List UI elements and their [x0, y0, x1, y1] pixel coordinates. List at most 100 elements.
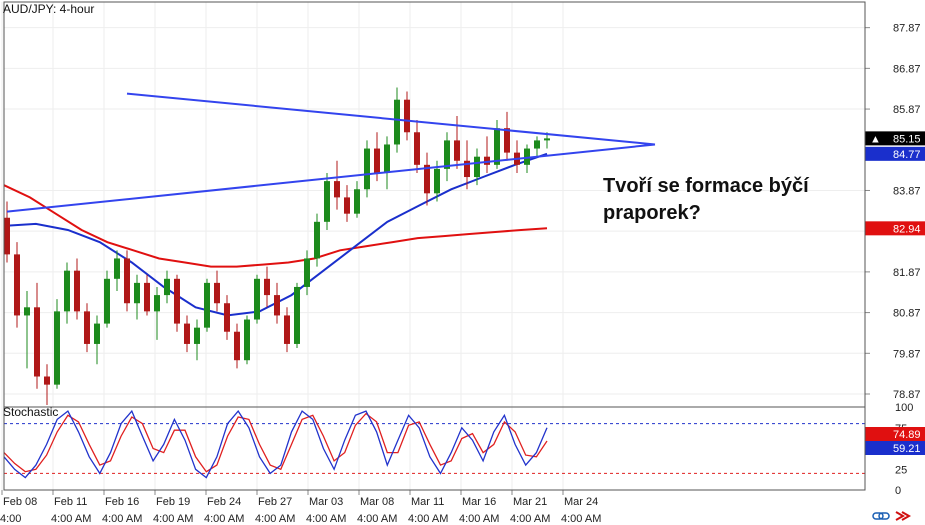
candle-body [434, 168, 440, 194]
candle-body [114, 258, 120, 279]
candle-body [354, 189, 360, 214]
candle-body [104, 278, 110, 324]
y-tick-label: 83.87 [893, 185, 921, 197]
candle-body [234, 331, 240, 361]
candle-body [164, 278, 170, 296]
x-date-label: Mar 16 [462, 496, 496, 508]
candle-body [524, 148, 530, 165]
grid [1, 2, 865, 490]
candle-body [4, 217, 10, 255]
candle-body [474, 156, 480, 178]
price-tag-value: 84.77 [893, 149, 921, 161]
candle-body [204, 282, 210, 328]
stochastic-d-line [3, 412, 548, 473]
x-date-label: Mar 21 [513, 496, 547, 508]
candle-body [304, 258, 310, 287]
annotation-text: Tvoří se formace býčí praporek? [603, 175, 809, 224]
candle-body [184, 323, 190, 344]
candle-body [174, 278, 180, 324]
x-date-label: Feb 19 [156, 496, 190, 508]
stochastic-panel [3, 406, 865, 479]
x-time-label: 4:00 AM [306, 513, 346, 525]
trendline [126, 92, 656, 146]
link-icon[interactable] [872, 512, 890, 520]
candle-body [294, 286, 300, 344]
candle-body [394, 99, 400, 145]
price-tag-value: 82.94 [893, 223, 921, 235]
candle-body [444, 140, 450, 169]
candle-body [224, 303, 230, 332]
x-time-label: 4:00 AM [459, 513, 499, 525]
x-date-label: Mar 24 [564, 496, 598, 508]
candle-body [484, 156, 490, 165]
candle-body [134, 282, 140, 304]
candle-body [44, 376, 50, 385]
candle-body [324, 181, 330, 222]
candle-body [84, 311, 90, 344]
stoch-tick-label: 100 [895, 402, 913, 414]
x-date-label: Mar 03 [309, 496, 343, 508]
stoch-tick-label: 25 [895, 464, 907, 476]
stoch-tick-label: 0 [895, 485, 901, 497]
stochastic-title: Stochastic [3, 405, 58, 419]
y-tick-label: 81.87 [893, 267, 921, 279]
candle-body [94, 323, 100, 344]
forward-icon[interactable] [895, 511, 912, 521]
frame [3, 1, 866, 491]
candle-body [374, 148, 380, 173]
time-axis: Feb 08 4:00 Feb 11 4:00 AM Feb 16 4:00 AM Feb … [0, 490, 601, 525]
price-tag [865, 146, 925, 161]
y-tick-label: 85.87 [893, 104, 921, 116]
x-time-label: 4:00 AM [561, 513, 601, 525]
stoch-k-value: 74.89 [893, 429, 921, 441]
ema-red-line [3, 184, 548, 268]
candle-body [244, 319, 250, 361]
stochastic-k-line [3, 409, 548, 479]
candle-body [384, 144, 390, 173]
chart-title: AUD/JPY: 4-hour [3, 2, 94, 16]
candle-body [254, 278, 260, 320]
candle-body [544, 138, 550, 141]
candle-body [194, 327, 200, 344]
trendlines [6, 92, 656, 213]
candles [4, 87, 550, 405]
candle-body [534, 140, 540, 149]
candle-body [494, 128, 500, 165]
stoch-d-tag [865, 441, 925, 455]
candle-body [284, 315, 290, 344]
candle-body [124, 258, 130, 304]
x-time-label: 4:00 [0, 513, 21, 525]
x-date-label: Feb 16 [105, 496, 139, 508]
candle-body [264, 278, 270, 296]
candle-body [54, 311, 60, 385]
candle-body [274, 295, 280, 316]
candle-body [144, 282, 150, 312]
x-date-label: Feb 08 [3, 496, 37, 508]
x-date-label: Feb 24 [207, 496, 241, 508]
price-tag-value: 85.15 [893, 133, 921, 145]
candle-body [364, 148, 370, 190]
x-time-label: 4:00 AM [102, 513, 142, 525]
candle-body [404, 99, 410, 133]
x-time-label: 4:00 AM [357, 513, 397, 525]
candle-body [454, 140, 460, 161]
stoch-k-tag [865, 427, 925, 441]
candle-body [64, 270, 70, 312]
price-tag [865, 131, 925, 146]
x-time-label: 4:00 AM [204, 513, 244, 525]
price-tag-marker: ▲ [870, 133, 881, 145]
y-tick-label: 80.87 [893, 308, 921, 320]
x-time-label: 4:00 AM [408, 513, 448, 525]
candle-body [214, 282, 220, 304]
x-date-label: Feb 27 [258, 496, 292, 508]
candle-body [504, 128, 510, 153]
candle-body [334, 181, 340, 198]
candle-body [344, 197, 350, 214]
x-time-label: 4:00 AM [153, 513, 193, 525]
y-tick-label: 87.87 [893, 23, 921, 35]
x-date-label: Feb 11 [54, 496, 87, 508]
x-time-label: 4:00 AM [510, 513, 550, 525]
y-tick-label: 86.87 [893, 63, 921, 75]
plot-frame [3, 1, 866, 491]
